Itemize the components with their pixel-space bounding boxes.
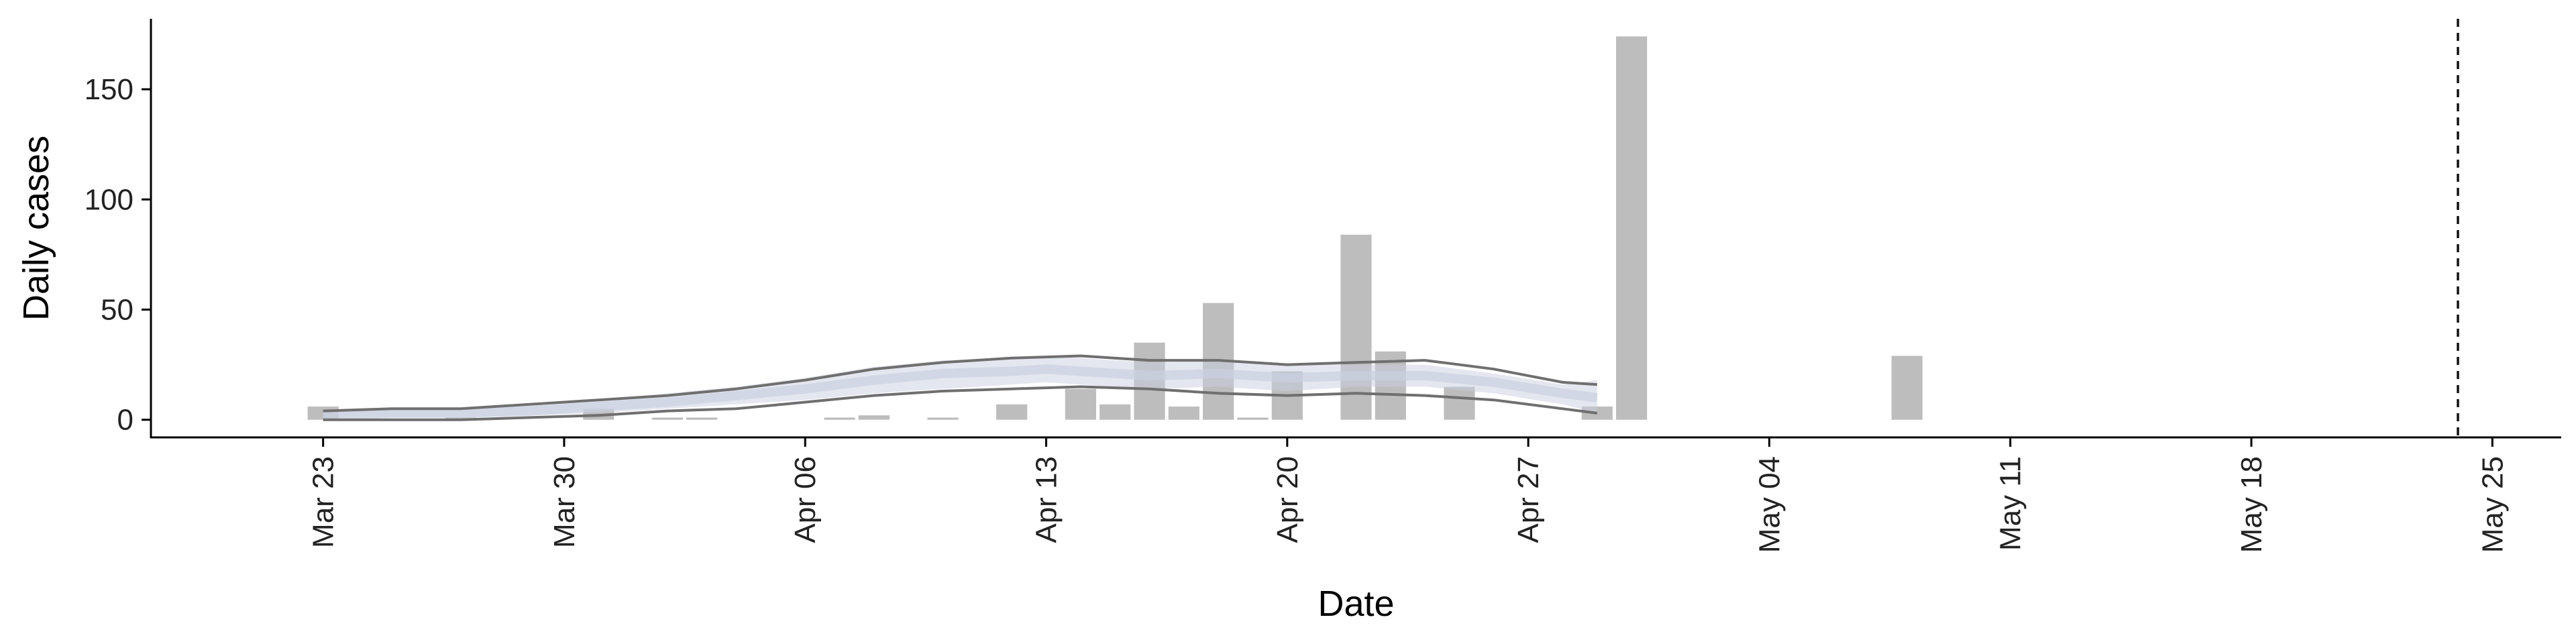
bars-layer <box>307 36 1923 420</box>
ribbon-layer <box>323 356 1598 421</box>
x-axis-title: Date <box>1318 584 1394 624</box>
x-tick-label-1: Mar 30 <box>548 456 581 548</box>
bar-12 <box>1168 407 1199 420</box>
y-tick-label-3: 150 <box>85 73 133 106</box>
y-tick-label-0: 0 <box>117 404 133 437</box>
labels-layer: 0 50 100 150 Mar 23 Mar 30 Apr 06 Apr 13 Apr 20 A… <box>85 73 2510 553</box>
bar-8 <box>996 404 1028 420</box>
x-tick-label-2: Apr 06 <box>789 456 822 543</box>
y-axis-title: Daily cases <box>16 136 56 321</box>
bound-line-3 <box>323 385 1598 421</box>
bar-3 <box>651 417 684 420</box>
axes-layer <box>142 19 2561 447</box>
bar-6 <box>858 415 890 420</box>
x-tick-label-4: Apr 20 <box>1271 456 1304 543</box>
y-tick-label-1: 50 <box>101 294 133 327</box>
bar-10 <box>1099 404 1131 420</box>
y-tick-label-2: 100 <box>85 183 133 216</box>
x-tick-label-9: May 25 <box>2476 456 2509 553</box>
bar-5 <box>824 417 855 420</box>
x-tick-label-7: May 11 <box>1994 456 2027 551</box>
x-tick-label-0: Mar 23 <box>307 456 340 548</box>
bar-18 <box>1444 386 1475 420</box>
bar-14 <box>1237 417 1269 420</box>
lines-layer <box>323 354 1598 421</box>
x-tick-label-8: May 18 <box>2235 456 2268 553</box>
x-tick-label-3: Apr 13 <box>1030 456 1063 543</box>
bar-16 <box>1340 234 1372 420</box>
bar-21 <box>1891 356 1923 420</box>
bar-20 <box>1616 36 1648 420</box>
forecast-median-band <box>323 364 1598 421</box>
bar-4 <box>686 417 718 420</box>
bar-9 <box>1065 388 1096 420</box>
bar-7 <box>927 417 959 420</box>
x-tick-label-5: Apr 27 <box>1512 456 1545 543</box>
bound-line-2 <box>323 354 1597 413</box>
x-tick-label-6: May 04 <box>1753 456 1786 553</box>
